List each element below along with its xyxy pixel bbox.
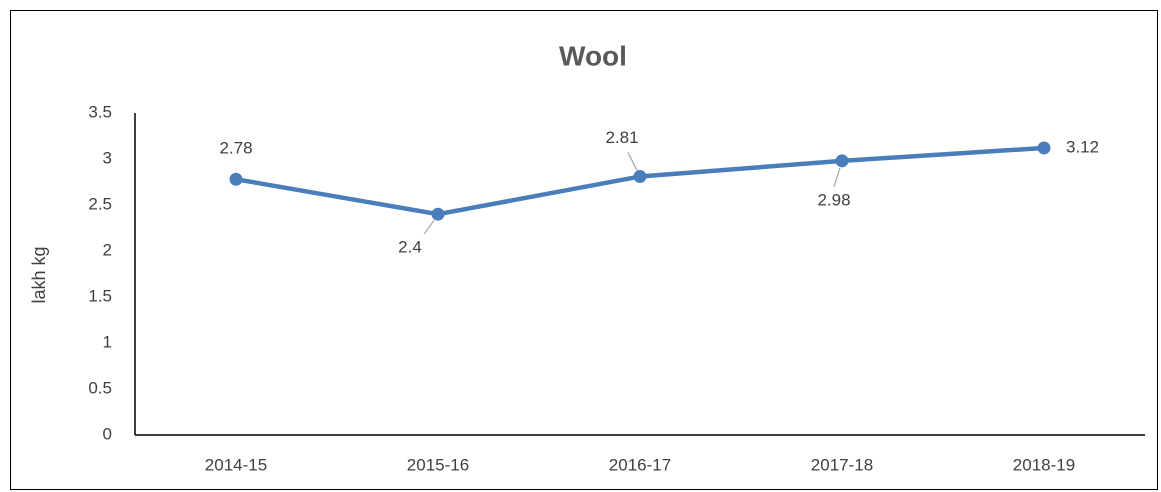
x-tick-label: 2015-16 <box>407 455 469 474</box>
y-tick-label: 1.5 <box>88 286 112 305</box>
y-tick-label: 2 <box>103 240 112 259</box>
marker <box>431 207 445 221</box>
x-tick-label: 2018-19 <box>1013 455 1075 474</box>
data-label: 2.98 <box>817 190 850 209</box>
leader-line <box>627 152 638 171</box>
chart-border <box>10 10 1158 490</box>
x-tick-label: 2017-18 <box>811 455 873 474</box>
y-tick-label: 0 <box>103 424 112 443</box>
y-tick-label: 0.5 <box>88 378 112 397</box>
leader-line <box>423 219 435 235</box>
y-tick-label: 2.5 <box>88 194 112 213</box>
x-tick-label: 2016-17 <box>609 455 671 474</box>
data-label: 2.78 <box>219 139 252 158</box>
marker <box>1037 141 1051 155</box>
chart-title: Wool <box>559 40 627 71</box>
marker <box>633 169 647 183</box>
leader-line <box>833 167 841 188</box>
x-tick-label: 2014-15 <box>205 455 267 474</box>
y-tick-label: 1 <box>103 332 112 351</box>
y-tick-label: 3 <box>103 148 112 167</box>
y-tick-label: 3.5 <box>88 102 112 121</box>
data-label: 3.12 <box>1066 137 1099 156</box>
y-axis-label: lakh kg <box>29 246 49 303</box>
marker <box>229 172 243 186</box>
data-label: 2.81 <box>605 128 638 147</box>
data-label: 2.4 <box>398 238 422 257</box>
marker <box>835 154 849 168</box>
